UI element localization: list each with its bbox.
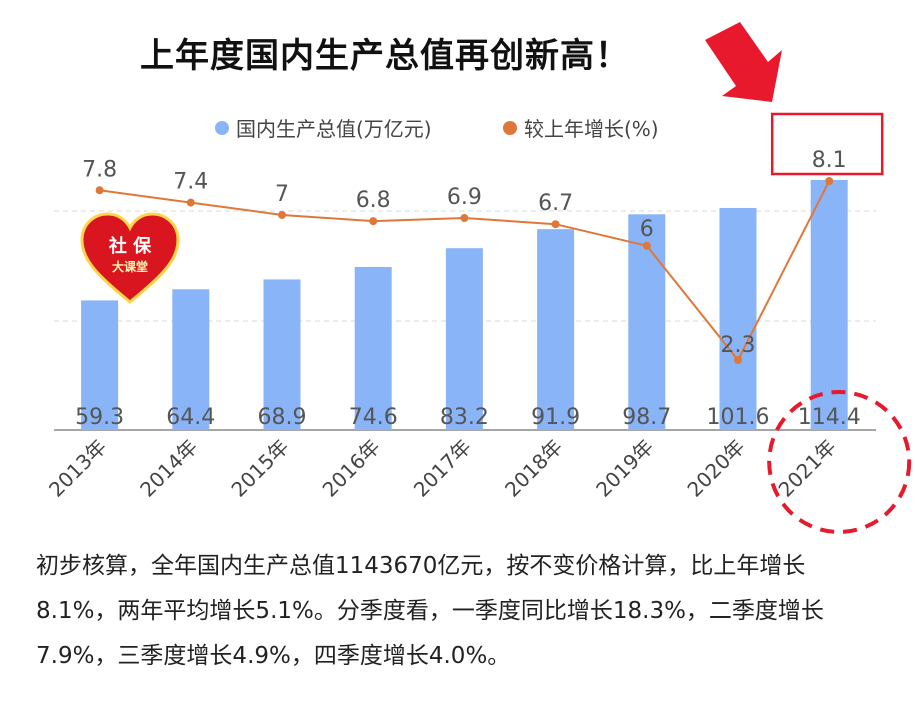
bar-2017年 bbox=[445, 248, 483, 430]
gdp-chart: 国内生产总值(万亿元) 较上年增长(%) 59.3 64.4 68.9 74.6 83.2 9… bbox=[44, 22, 912, 534]
growth-label-2014年: 7.4 bbox=[173, 170, 208, 195]
growth-point-2019年 bbox=[642, 241, 651, 250]
x-tick-label-2018年: 2018年 bbox=[500, 435, 567, 502]
growth-label-2021年: 8.1 bbox=[812, 148, 847, 173]
x-tick-label-2016年: 2016年 bbox=[318, 435, 385, 502]
bar-2014年 bbox=[172, 289, 210, 430]
heart-logo-icon bbox=[80, 212, 180, 304]
bar-value-label-2018年: 91.9 bbox=[531, 405, 580, 430]
bar-value-label-2019年: 98.7 bbox=[622, 405, 671, 430]
x-tick-label-2013年: 2013年 bbox=[44, 435, 111, 502]
growth-point-2018年 bbox=[551, 220, 560, 229]
growth-point-2015年 bbox=[278, 210, 286, 219]
growth-point-2017年 bbox=[460, 214, 469, 223]
x-tick-label-2019年: 2019年 bbox=[591, 435, 658, 502]
bar-value-label-2017年: 83.2 bbox=[440, 405, 489, 430]
summary-paragraph: 初步核算，全年国内生产总值1143670亿元，按不变价格计算，比上年增长8.1%… bbox=[36, 553, 824, 669]
growth-label-2019年: 6 bbox=[640, 217, 654, 242]
bar-2013年 bbox=[81, 300, 119, 430]
growth-point-2016年 bbox=[369, 217, 378, 226]
bar-2018年 bbox=[537, 229, 575, 430]
bar-value-label-2020年: 101.6 bbox=[707, 405, 770, 430]
bar-value-label-2013年: 59.3 bbox=[75, 405, 124, 430]
growth-label-2013年: 7.8 bbox=[82, 157, 117, 182]
growth-point-2014年 bbox=[186, 198, 195, 207]
growth-label-2020年: 2.3 bbox=[721, 333, 756, 358]
red-arrow-icon bbox=[705, 22, 782, 102]
badge-subtitle: 大课堂 bbox=[111, 260, 148, 274]
legend-label-gdp: 国内生产总值(万亿元) bbox=[236, 117, 432, 141]
growth-point-2013年 bbox=[95, 186, 104, 195]
legend-swatch-growth bbox=[503, 121, 517, 135]
x-tick-label-2017年: 2017年 bbox=[409, 435, 476, 502]
x-tick-label-2015年: 2015年 bbox=[226, 435, 293, 502]
page-title: 上年度国内生产总值再创新高！ bbox=[140, 36, 630, 76]
x-tick-label-2021年: 2021年 bbox=[774, 435, 841, 502]
growth-label-2017年: 6.9 bbox=[447, 185, 482, 210]
bar-value-label-2016年: 74.6 bbox=[349, 405, 398, 430]
legend-swatch-gdp bbox=[215, 121, 229, 135]
bar-2019年 bbox=[628, 214, 666, 430]
bar-2016年 bbox=[354, 266, 392, 430]
bar-2015年 bbox=[263, 279, 301, 430]
bar-2020年 bbox=[719, 207, 757, 430]
bar-value-label-2014年: 64.4 bbox=[166, 405, 215, 430]
growth-point-2021年 bbox=[825, 177, 834, 185]
highlight-circle bbox=[767, 390, 912, 534]
legend-label-growth: 较上年增长(%) bbox=[524, 117, 659, 141]
growth-label-2015年: 7 bbox=[275, 182, 289, 207]
highlight-box bbox=[770, 112, 884, 176]
x-tick-label-2014年: 2014年 bbox=[135, 435, 202, 502]
growth-label-2018年: 6.7 bbox=[538, 191, 573, 216]
growth-label-2016年: 6.8 bbox=[356, 188, 391, 213]
x-tick-label-2020年: 2020年 bbox=[682, 435, 749, 502]
badge-title: 社 保 bbox=[108, 236, 152, 257]
growth-point-2020年 bbox=[734, 356, 742, 364]
social-security-badge: 社 保 大课堂 bbox=[78, 210, 182, 310]
bar-value-label-2015年: 68.9 bbox=[258, 405, 307, 430]
bar-2021年 bbox=[810, 180, 848, 430]
bar-value-label-2021年: 114.4 bbox=[798, 405, 861, 430]
